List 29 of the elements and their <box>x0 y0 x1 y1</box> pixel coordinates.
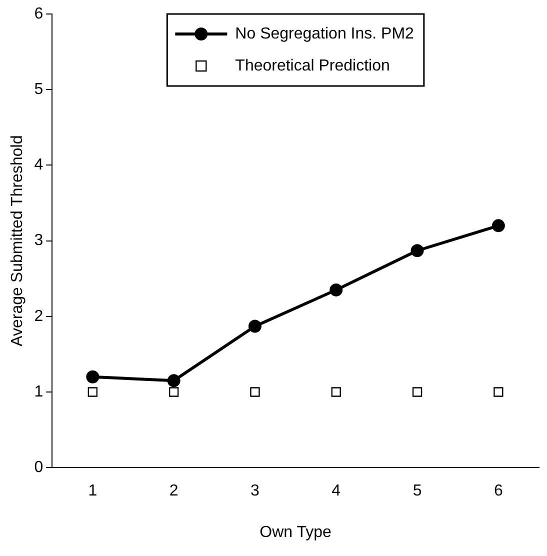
y-tick-label: 4 <box>34 156 44 174</box>
y-tick-label: 0 <box>34 459 44 476</box>
point <box>250 387 260 397</box>
x-axis-title: Own Type <box>260 524 332 541</box>
x-tick-label: 6 <box>494 482 503 500</box>
point <box>331 387 341 397</box>
y-tick-label: 6 <box>34 5 44 22</box>
x-tick-label: 3 <box>250 482 260 500</box>
point <box>492 219 505 232</box>
point <box>330 283 343 296</box>
y-axis-title: Average Submitted Threshold <box>9 135 26 346</box>
x-tick-label: 2 <box>169 482 178 500</box>
point <box>410 244 424 258</box>
point <box>248 320 262 333</box>
legend-label: Theoretical Prediction <box>235 57 390 74</box>
y-tick-label: 5 <box>34 81 44 98</box>
legend-label: No Segregation Ins. PM2 <box>235 25 414 42</box>
x-tick-label: 1 <box>88 482 98 500</box>
point <box>168 387 179 397</box>
y-tick-label: 3 <box>34 232 44 250</box>
point <box>86 370 100 384</box>
y-tick-label: 2 <box>34 308 44 325</box>
point <box>88 387 98 397</box>
point <box>412 387 422 397</box>
y-tick-label: 1 <box>34 383 44 400</box>
x-tick-label: 5 <box>412 482 422 500</box>
x-tick-label: 4 <box>332 482 341 500</box>
point <box>494 387 504 397</box>
point <box>167 374 180 388</box>
